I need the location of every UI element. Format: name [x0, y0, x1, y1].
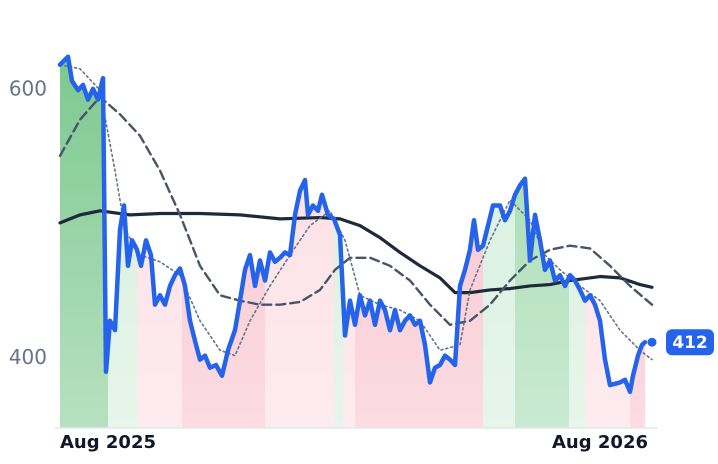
lines [57, 54, 654, 395]
x-tick-label: Aug 2026 [552, 432, 648, 453]
moving-average-line [58, 95, 654, 326]
last-value-label: 412 [672, 333, 708, 353]
y-tick-label: 400 [9, 345, 47, 369]
axes: 400 600 Aug 2025 Aug 2026 412 [9, 77, 714, 453]
last-value-dot [647, 337, 657, 347]
x-tick-label: Aug 2025 [60, 432, 156, 453]
y-tick-label: 600 [9, 77, 47, 101]
price-line [57, 54, 648, 395]
band-fade [60, 56, 645, 428]
last-value-badge [666, 329, 714, 356]
bands [60, 56, 645, 428]
